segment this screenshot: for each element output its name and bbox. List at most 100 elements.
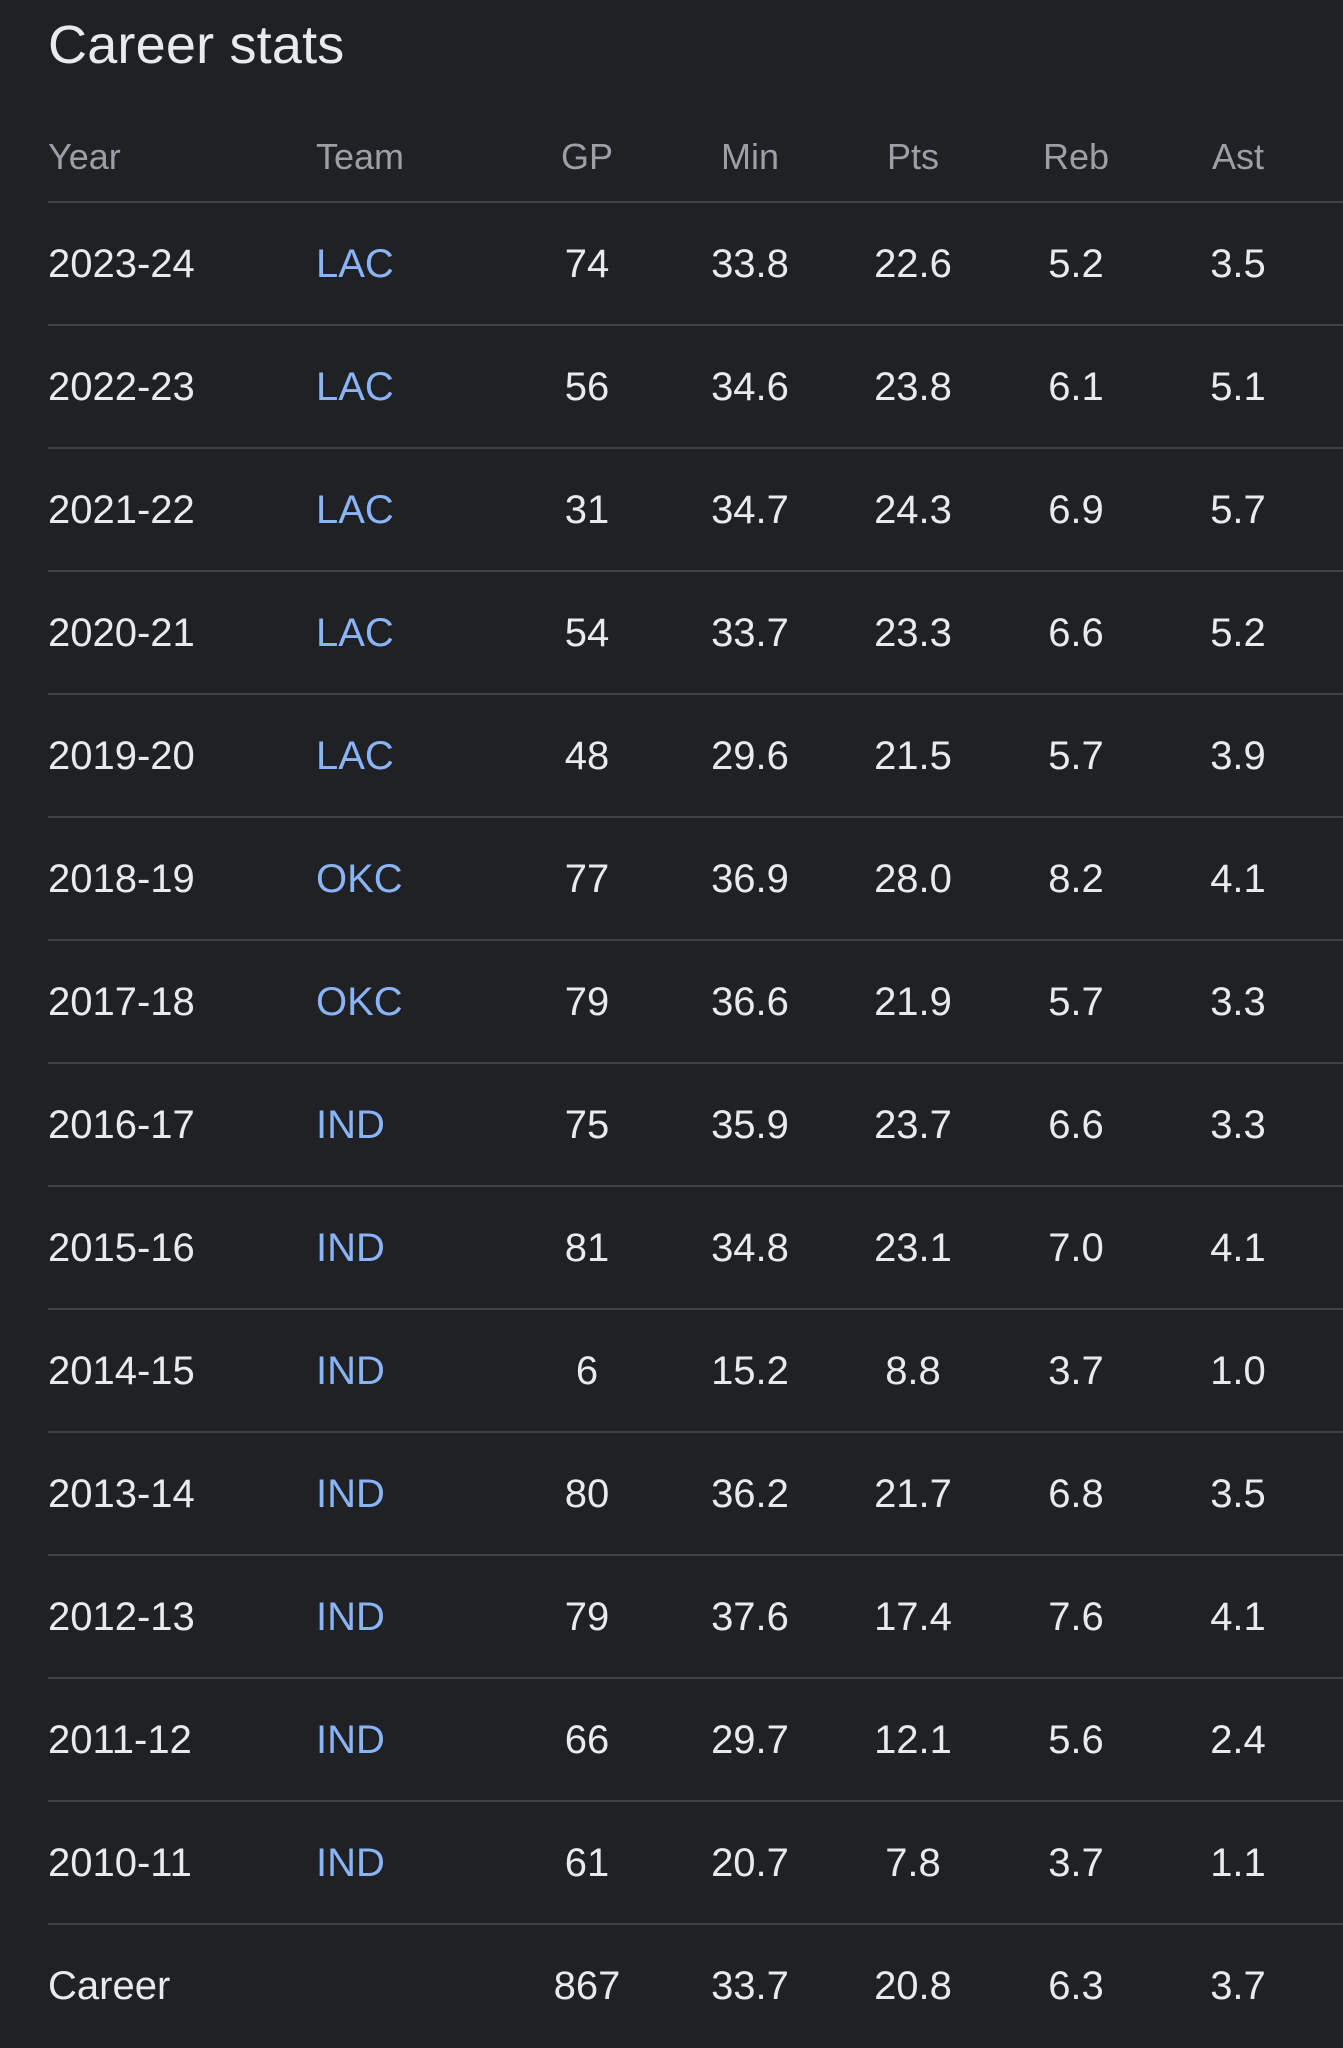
- points: 7.8: [843, 1802, 983, 1925]
- rebounds: 6.9: [1006, 449, 1146, 572]
- header-year: Year: [48, 110, 121, 203]
- career-totals-row: Career 867 33.7 20.8 6.3 3.7: [0, 1925, 1343, 2048]
- season-year: 2014-15: [48, 1310, 195, 1433]
- table-row: 2018-19 OKC 77 36.9 28.0 8.2 4.1: [0, 818, 1343, 941]
- points: 23.3: [843, 572, 983, 695]
- season-year: 2017-18: [48, 941, 195, 1064]
- header-gp: GP: [517, 110, 657, 203]
- team-link[interactable]: LAC: [316, 449, 394, 572]
- minutes: 34.7: [680, 449, 820, 572]
- assists: 1.0: [1168, 1310, 1308, 1433]
- minutes: 35.9: [680, 1064, 820, 1187]
- minutes: 34.6: [680, 326, 820, 449]
- games-played: 54: [517, 572, 657, 695]
- points: 21.7: [843, 1433, 983, 1556]
- team-link[interactable]: LAC: [316, 572, 394, 695]
- assists: 2.4: [1168, 1679, 1308, 1802]
- assists: 5.1: [1168, 326, 1308, 449]
- rebounds: 8.2: [1006, 818, 1146, 941]
- table-row: 2014-15 IND 6 15.2 8.8 3.7 1.0: [0, 1310, 1343, 1433]
- team-link[interactable]: IND: [316, 1802, 385, 1925]
- assists: 5.2: [1168, 572, 1308, 695]
- header-pts: Pts: [843, 110, 983, 203]
- rebounds: 5.7: [1006, 941, 1146, 1064]
- rebounds: 3.7: [1006, 1310, 1146, 1433]
- team-link[interactable]: IND: [316, 1064, 385, 1187]
- minutes: 29.7: [680, 1679, 820, 1802]
- rebounds: 7.0: [1006, 1187, 1146, 1310]
- games-played: 66: [517, 1679, 657, 1802]
- points: 8.8: [843, 1310, 983, 1433]
- team-link[interactable]: IND: [316, 1187, 385, 1310]
- team-link[interactable]: IND: [316, 1679, 385, 1802]
- rebounds: 6.1: [1006, 326, 1146, 449]
- minutes: 36.9: [680, 818, 820, 941]
- table-row: 2017-18 OKC 79 36.6 21.9 5.7 3.3: [0, 941, 1343, 1064]
- table-row: 2013-14 IND 80 36.2 21.7 6.8 3.5: [0, 1433, 1343, 1556]
- team-link[interactable]: LAC: [316, 695, 394, 818]
- points: 24.3: [843, 449, 983, 572]
- team-link[interactable]: LAC: [316, 203, 394, 326]
- season-year: 2023-24: [48, 203, 195, 326]
- points: 12.1: [843, 1679, 983, 1802]
- assists: 4.1: [1168, 1556, 1308, 1679]
- table-row: 2019-20 LAC 48 29.6 21.5 5.7 3.9: [0, 695, 1343, 818]
- team-link[interactable]: LAC: [316, 326, 394, 449]
- season-year: 2019-20: [48, 695, 195, 818]
- season-year: 2012-13: [48, 1556, 195, 1679]
- season-year: 2010-11: [48, 1802, 192, 1925]
- rebounds: 6.6: [1006, 572, 1146, 695]
- career-gp: 867: [517, 1925, 657, 2048]
- minutes: 15.2: [680, 1310, 820, 1433]
- header-team: Team: [316, 110, 404, 203]
- table-header-row: Year Team GP Min Pts Reb Ast: [0, 110, 1343, 203]
- career-pts: 20.8: [843, 1925, 983, 2048]
- team-link[interactable]: IND: [316, 1433, 385, 1556]
- points: 21.5: [843, 695, 983, 818]
- assists: 3.3: [1168, 1064, 1308, 1187]
- season-year: 2015-16: [48, 1187, 195, 1310]
- games-played: 6: [517, 1310, 657, 1433]
- minutes: 36.2: [680, 1433, 820, 1556]
- games-played: 79: [517, 1556, 657, 1679]
- minutes: 36.6: [680, 941, 820, 1064]
- games-played: 31: [517, 449, 657, 572]
- assists: 3.3: [1168, 941, 1308, 1064]
- team-link[interactable]: OKC: [316, 941, 403, 1064]
- team-link[interactable]: OKC: [316, 818, 403, 941]
- assists: 1.1: [1168, 1802, 1308, 1925]
- points: 23.8: [843, 326, 983, 449]
- points: 21.9: [843, 941, 983, 1064]
- rebounds: 6.6: [1006, 1064, 1146, 1187]
- minutes: 29.6: [680, 695, 820, 818]
- minutes: 33.8: [680, 203, 820, 326]
- rebounds: 7.6: [1006, 1556, 1146, 1679]
- rebounds: 5.7: [1006, 695, 1146, 818]
- header-min: Min: [680, 110, 820, 203]
- section-title: Career stats: [48, 6, 345, 84]
- table-row: 2011-12 IND 66 29.7 12.1 5.6 2.4: [0, 1679, 1343, 1802]
- table-row: 2010-11 IND 61 20.7 7.8 3.7 1.1: [0, 1802, 1343, 1925]
- table-row: 2016-17 IND 75 35.9 23.7 6.6 3.3: [0, 1064, 1343, 1187]
- assists: 3.5: [1168, 1433, 1308, 1556]
- games-played: 56: [517, 326, 657, 449]
- table-row: 2022-23 LAC 56 34.6 23.8 6.1 5.1: [0, 326, 1343, 449]
- career-min: 33.7: [680, 1925, 820, 2048]
- team-link[interactable]: IND: [316, 1310, 385, 1433]
- rebounds: 3.7: [1006, 1802, 1146, 1925]
- rebounds: 5.2: [1006, 203, 1146, 326]
- minutes: 34.8: [680, 1187, 820, 1310]
- assists: 5.7: [1168, 449, 1308, 572]
- team-link[interactable]: IND: [316, 1556, 385, 1679]
- assists: 4.1: [1168, 1187, 1308, 1310]
- header-ast: Ast: [1168, 110, 1308, 203]
- assists: 3.9: [1168, 695, 1308, 818]
- career-label: Career: [48, 1925, 170, 2048]
- season-year: 2021-22: [48, 449, 195, 572]
- table-row: 2015-16 IND 81 34.8 23.1 7.0 4.1: [0, 1187, 1343, 1310]
- table-row: 2020-21 LAC 54 33.7 23.3 6.6 5.2: [0, 572, 1343, 695]
- career-stats-table: Year Team GP Min Pts Reb Ast 2023-24 LAC 7…: [0, 110, 1343, 2048]
- career-ast: 3.7: [1168, 1925, 1308, 2048]
- rebounds: 6.8: [1006, 1433, 1146, 1556]
- points: 17.4: [843, 1556, 983, 1679]
